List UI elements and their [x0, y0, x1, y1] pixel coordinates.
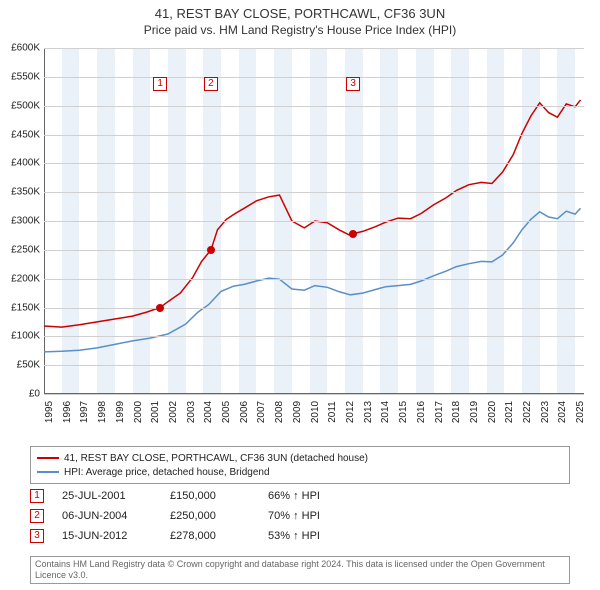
transaction-hpi: 70% ↑ HPI	[268, 510, 378, 522]
x-tick-label: 2014	[380, 401, 391, 423]
x-tick-label: 1996	[62, 401, 73, 423]
gridline	[44, 135, 584, 136]
x-tick-label: 2019	[469, 401, 480, 423]
series-line-blue	[44, 208, 581, 352]
y-tick-label: £200K	[11, 273, 40, 284]
gridline	[44, 250, 584, 251]
x-tick-label: 2001	[150, 401, 161, 423]
y-tick-label: £350K	[11, 187, 40, 198]
transaction-row: 2 06-JUN-2004 £250,000 70% ↑ HPI	[30, 506, 570, 526]
transaction-row: 3 15-JUN-2012 £278,000 53% ↑ HPI	[30, 526, 570, 546]
transaction-number-box: 3	[30, 529, 44, 543]
legend-label-red: 41, REST BAY CLOSE, PORTHCAWL, CF36 3UN …	[64, 453, 368, 464]
x-tick-label: 2009	[292, 401, 303, 423]
x-tick-label: 2020	[487, 401, 498, 423]
legend-label-blue: HPI: Average price, detached house, Brid…	[64, 467, 270, 478]
gridline	[44, 77, 584, 78]
legend-item-blue: HPI: Average price, detached house, Brid…	[37, 465, 563, 479]
transaction-hpi: 53% ↑ HPI	[268, 530, 378, 542]
transaction-price: £250,000	[170, 510, 250, 522]
legend-swatch-red	[37, 457, 59, 459]
y-tick-label: £300K	[11, 216, 40, 227]
transaction-hpi: 66% ↑ HPI	[268, 490, 378, 502]
transaction-row: 1 25-JUL-2001 £150,000 66% ↑ HPI	[30, 486, 570, 506]
legend-item-red: 41, REST BAY CLOSE, PORTHCAWL, CF36 3UN …	[37, 451, 563, 465]
x-tick-label: 2011	[327, 401, 338, 423]
legend-swatch-blue	[37, 471, 59, 473]
transaction-price: £278,000	[170, 530, 250, 542]
gridline	[44, 163, 584, 164]
x-tick-label: 2007	[256, 401, 267, 423]
transaction-price: £150,000	[170, 490, 250, 502]
transaction-marker	[207, 246, 215, 254]
y-tick-label: £150K	[11, 302, 40, 313]
y-tick-label: £550K	[11, 71, 40, 82]
gridline	[44, 221, 584, 222]
x-tick-label: 2003	[186, 401, 197, 423]
x-tick-label: 2002	[168, 401, 179, 423]
transaction-number-box: 1	[30, 489, 44, 503]
y-tick-label: £400K	[11, 158, 40, 169]
x-tick-label: 2013	[363, 401, 374, 423]
x-tick-label: 2005	[221, 401, 232, 423]
x-tick-label: 2006	[239, 401, 250, 423]
y-tick-label: £450K	[11, 129, 40, 140]
x-tick-label: 1995	[44, 401, 55, 423]
x-tick-label: 2010	[310, 401, 321, 423]
x-tick-label: 2023	[540, 401, 551, 423]
x-tick-label: 1997	[79, 401, 90, 423]
gridline	[44, 279, 584, 280]
x-tick-label: 2022	[522, 401, 533, 423]
x-tick-label: 2016	[416, 401, 427, 423]
x-tick-label: 2025	[575, 401, 586, 423]
gridline	[44, 192, 584, 193]
chart-plot-area: £0£50K£100K£150K£200K£250K£300K£350K£400…	[44, 48, 584, 394]
y-tick-label: £50K	[17, 360, 40, 371]
gridline	[44, 365, 584, 366]
chart-subtitle: Price paid vs. HM Land Registry's House …	[0, 23, 600, 37]
transaction-marker-label: 1	[153, 77, 167, 91]
x-tick-label: 2000	[133, 401, 144, 423]
transaction-marker	[349, 230, 357, 238]
y-tick-label: £500K	[11, 100, 40, 111]
gridline	[44, 336, 584, 337]
y-tick-label: £0	[29, 389, 40, 400]
x-tick-label: 2008	[274, 401, 285, 423]
transaction-date: 15-JUN-2012	[62, 530, 152, 542]
gridline	[44, 394, 584, 395]
x-tick-label: 2012	[345, 401, 356, 423]
x-tick-label: 2021	[504, 401, 515, 423]
x-tick-label: 1999	[115, 401, 126, 423]
credit-text: Contains HM Land Registry data © Crown c…	[30, 556, 570, 584]
x-tick-label: 2024	[557, 401, 568, 423]
gridline	[44, 106, 584, 107]
transaction-date: 06-JUN-2004	[62, 510, 152, 522]
x-tick-label: 2017	[434, 401, 445, 423]
transaction-number-box: 2	[30, 509, 44, 523]
gridline	[44, 48, 584, 49]
y-tick-label: £600K	[11, 43, 40, 54]
y-tick-label: £100K	[11, 331, 40, 342]
transaction-marker-label: 2	[204, 77, 218, 91]
transaction-marker	[156, 304, 164, 312]
chart-title: 41, REST BAY CLOSE, PORTHCAWL, CF36 3UN	[0, 6, 600, 21]
transaction-marker-label: 3	[346, 77, 360, 91]
gridline	[44, 308, 584, 309]
x-tick-label: 2015	[398, 401, 409, 423]
chart-title-block: 41, REST BAY CLOSE, PORTHCAWL, CF36 3UN …	[0, 0, 600, 37]
x-tick-label: 2018	[451, 401, 462, 423]
chart-legend: 41, REST BAY CLOSE, PORTHCAWL, CF36 3UN …	[30, 446, 570, 484]
y-tick-label: £250K	[11, 244, 40, 255]
transactions-list: 1 25-JUL-2001 £150,000 66% ↑ HPI 2 06-JUN-200…	[30, 486, 570, 546]
transaction-date: 25-JUL-2001	[62, 490, 152, 502]
x-tick-label: 1998	[97, 401, 108, 423]
x-tick-label: 2004	[203, 401, 214, 423]
